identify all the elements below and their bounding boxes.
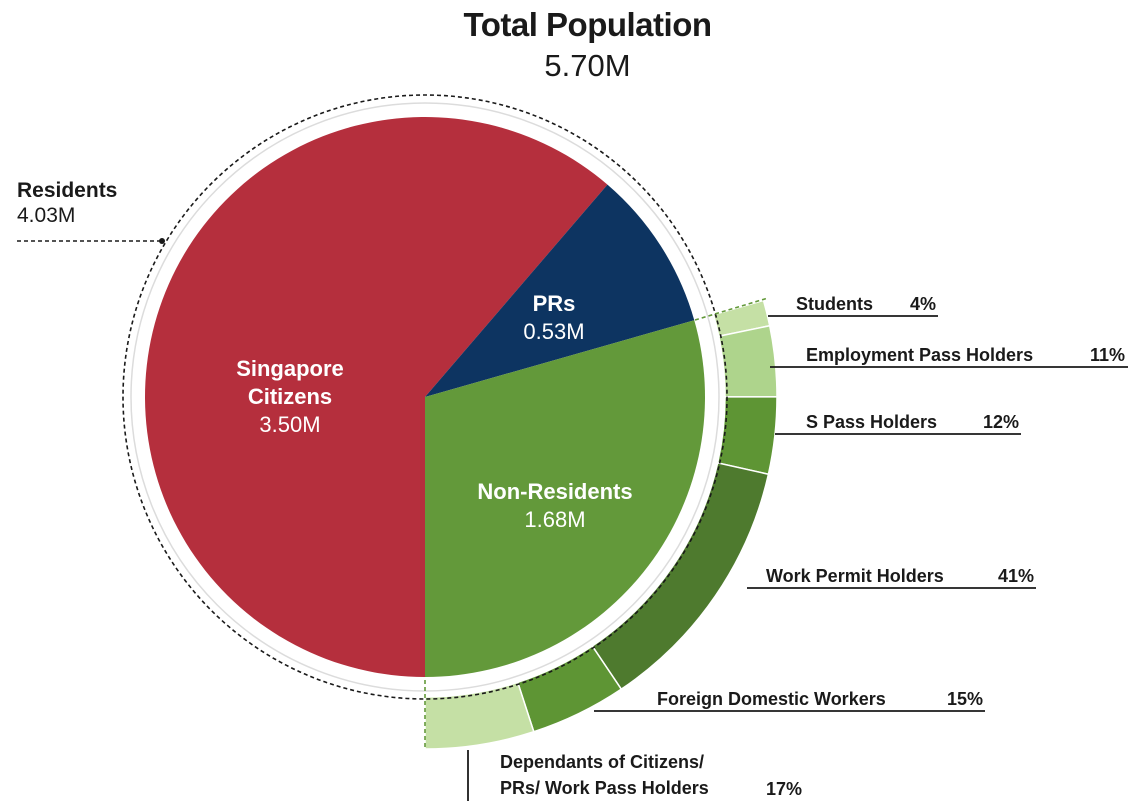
residents-label: Residents [17, 179, 118, 202]
prs-label-name: PRs [532, 291, 576, 316]
callout-label-dependants-line2: PRs/ Work Pass Holders [500, 778, 709, 798]
callout-label-spass: S Pass Holders [806, 412, 938, 432]
callout-label-workpermit: Work Permit Holders [766, 566, 944, 586]
callout-pct-workpermit: 41% [998, 566, 1035, 586]
callout-line-students [694, 297, 769, 321]
callout-lines [17, 238, 1128, 801]
citizens-value: 3.50M [259, 412, 321, 437]
callout-pct-fdw: 15% [947, 689, 984, 709]
ring-segment-dependants-of-citizens-prs-work-pass-holders [424, 681, 535, 750]
nonres-label-name: Non-Residents [477, 479, 633, 504]
residents-leader-dot [159, 238, 165, 244]
residents-dashed-circle [122, 94, 728, 700]
callout-label-employment: Employment Pass Holders [806, 345, 1034, 365]
ring-segment-s-pass-holders [716, 396, 778, 476]
residents-value: 4.03M [17, 204, 76, 227]
callout-pct-spass: 12% [983, 412, 1020, 432]
chart-title: Total Population [463, 6, 712, 43]
citizens-label-line2: Citizens [247, 384, 333, 409]
pie-slice-singapore-citizens [145, 116, 608, 677]
total-value: 5.70M [544, 48, 631, 83]
callout-pct-employment: 11% [1090, 345, 1126, 365]
nonres-label: Non-Residents 1.68M [455, 478, 655, 534]
callout-pct-students: 4% [910, 294, 937, 314]
pie-slice-non-residents [425, 320, 705, 677]
citizens-label-line1: Singapore [236, 356, 344, 381]
outer-ring [424, 299, 778, 750]
main-pie [145, 116, 705, 677]
callout-pct-dependants: 17% [766, 779, 803, 799]
citizens-label: Singapore Citizens 3.50M [200, 355, 380, 439]
callout-label-dependants-line1: Dependants of Citizens/ [500, 752, 705, 772]
callout-label-fdw: Foreign Domestic Workers [657, 689, 886, 709]
callout-label-students: Students [796, 294, 874, 314]
pie-slice-prs [425, 184, 695, 397]
prs-label: PRs 0.53M [494, 290, 614, 346]
nonres-value: 1.68M [524, 507, 586, 532]
prs-value: 0.53M [523, 319, 585, 344]
